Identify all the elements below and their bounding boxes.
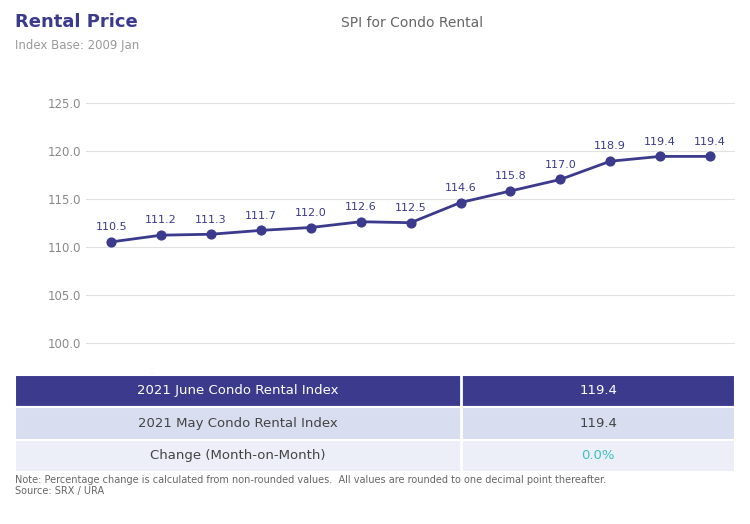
- Text: Index Base: 2009 Jan: Index Base: 2009 Jan: [15, 39, 140, 52]
- Text: 119.4: 119.4: [694, 137, 726, 147]
- Point: [554, 175, 566, 184]
- Point: [255, 226, 267, 235]
- Text: 119.4: 119.4: [579, 385, 617, 397]
- Text: 115.8: 115.8: [494, 171, 526, 181]
- Text: 114.6: 114.6: [445, 183, 476, 193]
- Point: [654, 152, 666, 160]
- Text: 111.2: 111.2: [146, 215, 177, 225]
- Text: 118.9: 118.9: [594, 141, 626, 151]
- Point: [454, 199, 466, 207]
- Text: 0.0%: 0.0%: [581, 450, 615, 462]
- Text: Change (Month-on-Month): Change (Month-on-Month): [150, 450, 326, 462]
- Text: 119.4: 119.4: [579, 417, 617, 430]
- Point: [155, 231, 167, 239]
- Text: Note: Percentage change is calculated from non-rounded values.  All values are r: Note: Percentage change is calculated fr…: [15, 475, 606, 496]
- Text: 112.5: 112.5: [394, 203, 427, 213]
- Text: 111.7: 111.7: [245, 211, 277, 221]
- Point: [205, 230, 217, 238]
- Point: [704, 152, 716, 160]
- Point: [604, 157, 616, 166]
- Text: SPI for Condo Rental: SPI for Condo Rental: [341, 16, 484, 30]
- Text: 119.4: 119.4: [644, 137, 676, 147]
- Point: [105, 238, 117, 246]
- Text: 117.0: 117.0: [544, 160, 576, 170]
- Text: 111.3: 111.3: [195, 214, 226, 224]
- Point: [405, 219, 417, 227]
- Text: Rental Price: Rental Price: [15, 13, 138, 31]
- Point: [304, 223, 316, 232]
- Text: 110.5: 110.5: [95, 222, 127, 232]
- Point: [355, 217, 367, 226]
- Point: [505, 187, 517, 195]
- Text: 112.0: 112.0: [295, 208, 327, 218]
- Text: 2021 June Condo Rental Index: 2021 June Condo Rental Index: [137, 385, 339, 397]
- Text: 112.6: 112.6: [345, 202, 376, 212]
- Text: 2021 May Condo Rental Index: 2021 May Condo Rental Index: [138, 417, 338, 430]
